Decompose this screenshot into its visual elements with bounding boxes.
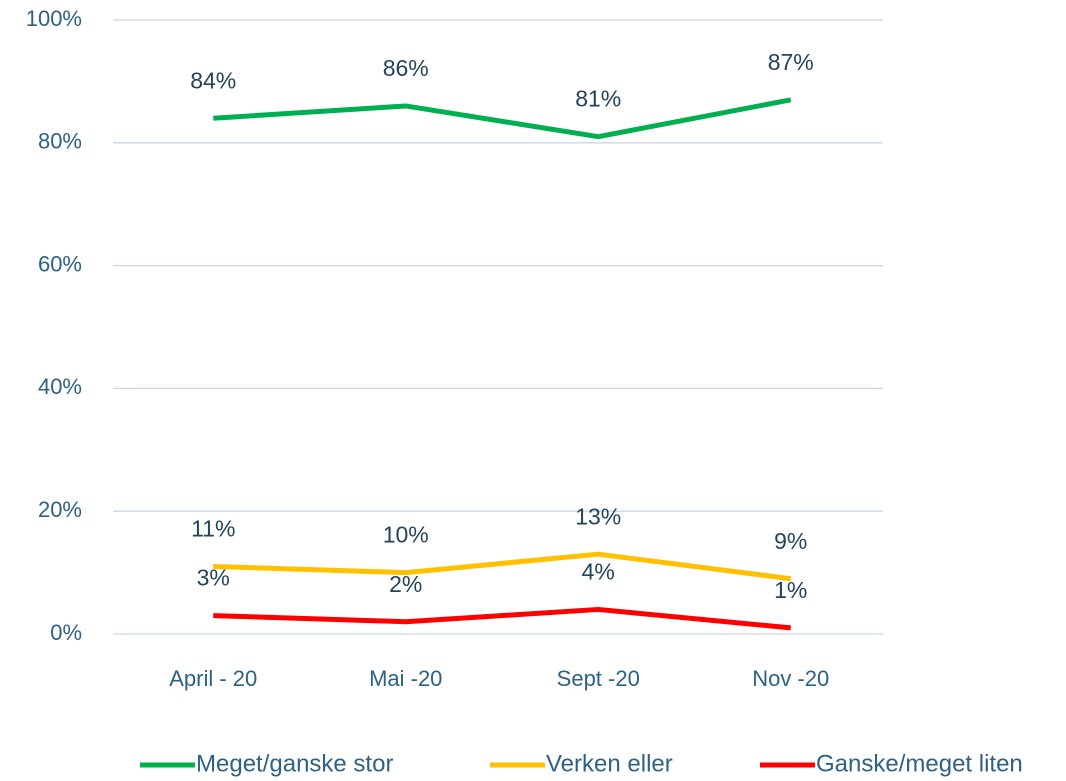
series-line <box>213 551 792 582</box>
legend-label: Meget/ganske stor <box>196 750 393 777</box>
y-tick-label: 60% <box>38 251 82 276</box>
data-label: 1% <box>774 577 807 603</box>
data-label: 86% <box>383 55 429 81</box>
data-label: 10% <box>383 522 429 548</box>
data-label: 2% <box>389 571 422 597</box>
data-label: 84% <box>190 67 236 93</box>
legend-label: Ganske/meget liten <box>816 750 1023 777</box>
y-tick-label: 100% <box>26 6 82 31</box>
data-label: 13% <box>575 503 621 529</box>
x-tick-label: Nov -20 <box>752 666 829 691</box>
data-label: 4% <box>582 559 615 585</box>
y-tick-label: 80% <box>38 129 82 154</box>
x-tick-label: Sept -20 <box>557 666 640 691</box>
y-tick-label: 40% <box>38 374 82 399</box>
x-tick-label: Mai -20 <box>369 666 442 691</box>
series-line <box>213 606 791 631</box>
x-tick-label: April - 20 <box>169 666 257 691</box>
data-label: 81% <box>575 86 621 112</box>
series-line <box>213 97 792 140</box>
y-tick-label: 0% <box>50 620 82 645</box>
data-label: 3% <box>197 565 230 591</box>
legend-label: Verken eller <box>546 750 673 777</box>
data-label: 87% <box>768 49 814 75</box>
y-tick-label: 20% <box>38 497 82 522</box>
data-label: 11% <box>191 516 235 542</box>
data-label: 9% <box>774 528 807 554</box>
